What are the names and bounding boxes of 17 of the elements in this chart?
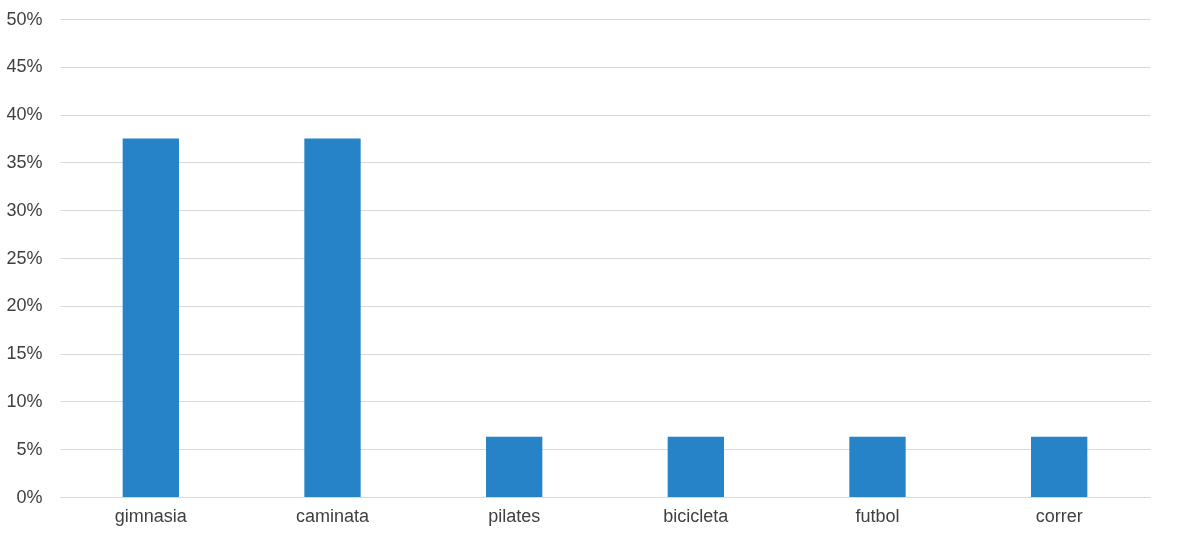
x-tick-label: gimnasia [114,505,188,526]
y-tick-label: 0% [16,486,43,507]
x-tick-label: correr [1035,505,1083,526]
y-tick-label: 30% [6,199,43,220]
y-tick-label: 10% [6,390,43,411]
y-tick-label: 20% [6,295,43,316]
y-tick-label: 25% [6,247,43,268]
x-tick-label: pilates [488,505,541,526]
x-tick-label: bicicleta [663,505,730,526]
y-tick-label: 15% [6,343,43,364]
y-tick-label: 50% [6,8,43,29]
x-tick-label: futbol [855,505,900,526]
x-tick-label: caminata [295,505,370,526]
y-tick-label: 35% [6,151,43,172]
y-tick-label: 45% [6,56,43,77]
y-tick-label: 40% [6,104,43,125]
y-tick-label: 5% [16,438,43,459]
